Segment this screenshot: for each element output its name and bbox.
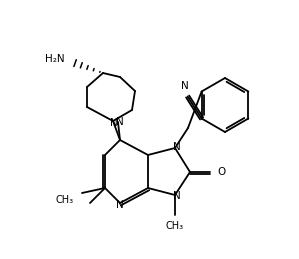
Text: N: N: [116, 200, 124, 210]
Text: CH₃: CH₃: [56, 195, 74, 205]
Text: N: N: [173, 191, 181, 201]
Text: N: N: [110, 118, 118, 128]
Text: N: N: [173, 142, 181, 152]
Text: H₂N: H₂N: [45, 54, 65, 64]
Text: O: O: [217, 167, 225, 177]
Text: N: N: [116, 117, 124, 127]
Text: CH₃: CH₃: [166, 221, 184, 231]
Text: N: N: [181, 81, 188, 90]
